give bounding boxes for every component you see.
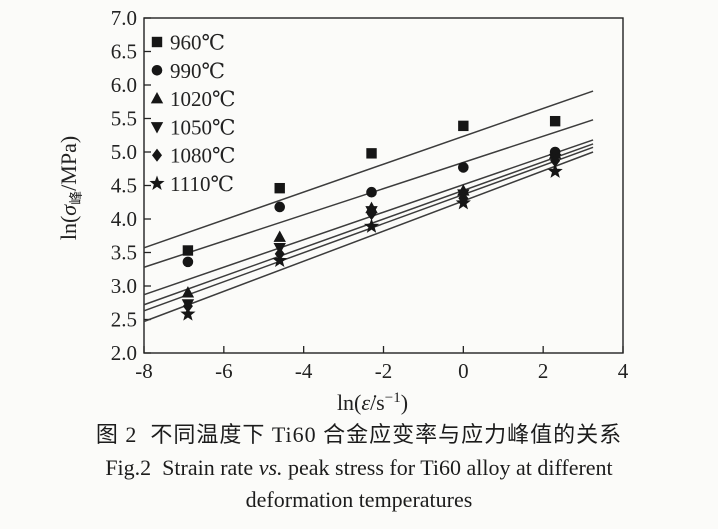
- marker-square: [458, 120, 469, 132]
- figure-caption: 图 2 不同温度下 Ti60 合金应变率与应力峰值的关系 Fig.2 Strai…: [0, 418, 718, 516]
- marker-square: [151, 36, 163, 48]
- y-tick-label: 6.5: [111, 40, 137, 64]
- y-tick-label: 5.5: [111, 107, 137, 131]
- y-tick-label: 3.5: [111, 241, 137, 265]
- legend-label: 1110℃: [170, 172, 234, 196]
- x-tick-label: -4: [295, 359, 313, 383]
- legend-label: 1080℃: [170, 144, 236, 168]
- marker-square: [366, 148, 377, 159]
- y-tick-label: 4.5: [111, 174, 137, 198]
- caption-english-line1: Fig.2 Strain rate vs. peak stress for Ti…: [0, 452, 718, 484]
- y-tick-label: 2.0: [111, 341, 137, 365]
- legend-label: 1050℃: [170, 115, 236, 139]
- y-tick-label: 2.5: [111, 308, 137, 332]
- caption-en-prefix: Fig.2 Strain rate: [105, 455, 259, 480]
- x-tick-label: -8: [135, 359, 153, 383]
- x-tick-label: -6: [215, 359, 233, 383]
- y-tick-label: 5.0: [111, 140, 137, 164]
- legend-label: 990℃: [170, 59, 225, 83]
- y-axis-label: ln(σ峰/MPa): [56, 136, 85, 240]
- chart-canvas: -8 -6 -4 -2 0 2 4 2.0 2.5 3.0 3.5 4.0 4.5 5.0 5.5 6.0 6.…: [56, 6, 629, 415]
- x-tick-label: 2: [538, 359, 549, 383]
- marker-circle: [151, 65, 163, 76]
- legend-label: 960℃: [170, 31, 225, 55]
- marker-circle: [366, 186, 377, 198]
- marker-square: [274, 182, 285, 194]
- x-tick-label: 4: [618, 359, 629, 383]
- legend-label: 1020℃: [170, 87, 236, 111]
- marker-square: [549, 115, 561, 127]
- marker-circle: [182, 256, 194, 268]
- caption-en-suffix: peak stress for Ti60 alloy at different: [282, 455, 613, 480]
- y-tick-label: 7.0: [111, 6, 137, 30]
- marker-star: [547, 163, 563, 178]
- marker-diamond: [182, 299, 193, 313]
- marker-star: [363, 218, 380, 233]
- marker-star: [180, 306, 196, 321]
- x-tick-label: -2: [375, 359, 393, 383]
- fit-line-triangle-up: [143, 139, 594, 296]
- marker-triangle-up: [273, 230, 286, 242]
- marker-star: [149, 175, 165, 190]
- caption-english-line2: deformation temperatures: [245, 487, 473, 512]
- marker-triangle-up: [181, 286, 195, 298]
- marker-diamond: [366, 207, 377, 221]
- marker-square: [182, 245, 194, 256]
- marker-diamond: [550, 154, 561, 168]
- fit-line-star: [143, 151, 594, 323]
- marker-circle: [458, 162, 469, 173]
- x-tick-label: 0: [458, 359, 469, 383]
- marker-triangle-up: [150, 92, 164, 104]
- caption-chinese: 图 2 不同温度下 Ti60 合金应变率与应力峰值的关系: [95, 422, 623, 447]
- marker-star: [272, 252, 288, 268]
- y-tick-label: 4.0: [111, 207, 137, 231]
- marker-circle: [274, 201, 286, 213]
- marker-star: [455, 194, 471, 210]
- y-tick-label: 3.0: [111, 274, 137, 298]
- marker-triangle-down: [150, 122, 164, 134]
- fit-line-square: [143, 90, 594, 249]
- x-axis-label: ln(ε̇/s−1): [337, 390, 408, 415]
- y-tick-label: 6.0: [111, 73, 137, 97]
- marker-diamond: [152, 148, 162, 162]
- caption-en-vs: vs.: [258, 455, 283, 480]
